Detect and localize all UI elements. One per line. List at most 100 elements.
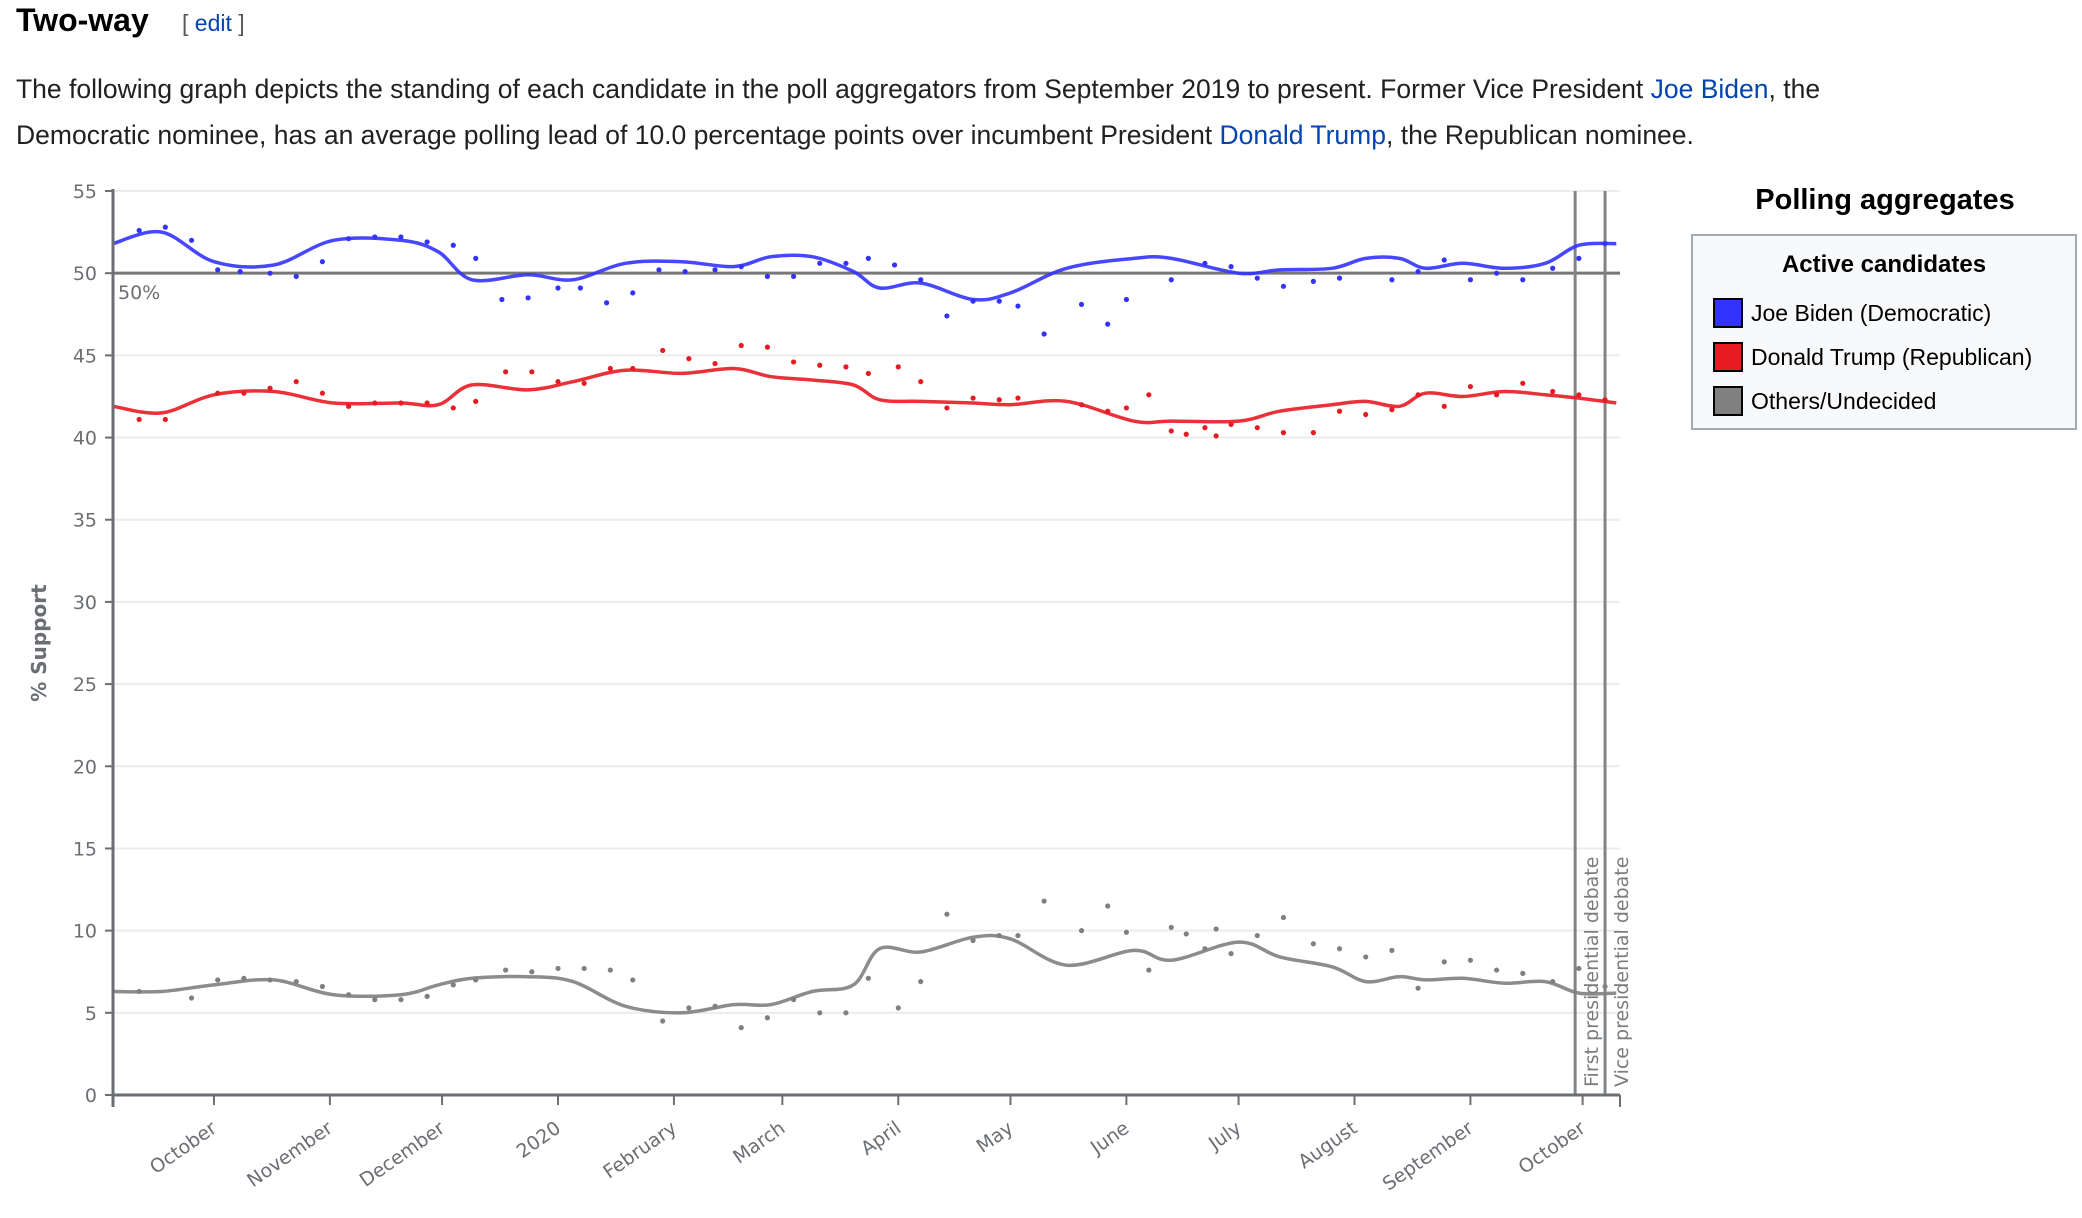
gridlines: 50% <box>113 190 1620 1014</box>
biden-swatch <box>1713 298 1743 328</box>
biden-poll-point <box>1520 277 1526 283</box>
others-poll-point <box>1146 967 1152 973</box>
biden-poll-point <box>764 273 771 280</box>
trump-poll-point <box>581 380 587 386</box>
trump-poll-point <box>555 379 561 385</box>
biden-poll-point <box>712 267 718 273</box>
others-poll-point <box>398 997 404 1003</box>
trump-poll-point <box>944 405 950 411</box>
biden-poll-point <box>656 267 662 273</box>
others-poll-point <box>1078 928 1085 934</box>
others-poll-point <box>1602 983 1608 990</box>
biden-poll-point <box>555 285 561 291</box>
legend-label: Others/Undecided <box>1751 387 1937 414</box>
trump-poll-point <box>607 365 613 372</box>
x-tick-label: December <box>356 1117 449 1192</box>
biden-poll-point <box>450 242 456 248</box>
trump-poll-point <box>1550 388 1556 395</box>
biden-poll-point <box>293 273 299 280</box>
edit-link[interactable]: edit <box>194 10 232 36</box>
trump-poll-point <box>1467 383 1474 390</box>
trump-poll-point <box>817 362 823 368</box>
biden-poll-point <box>682 268 688 275</box>
x-tick-label: November <box>243 1117 337 1192</box>
others-poll-point <box>1213 926 1219 932</box>
others-poll-point <box>764 1015 771 1021</box>
others-poll-point <box>918 978 924 985</box>
biden-poll-point <box>1123 296 1129 303</box>
trump-poll-point <box>473 398 479 404</box>
series-group <box>112 224 1617 1031</box>
others-poll-point <box>503 967 509 973</box>
others-poll-point <box>1123 929 1129 935</box>
biden-poll-point <box>891 262 898 268</box>
biden-poll-point <box>424 239 430 245</box>
x-tick-label: October <box>146 1117 221 1179</box>
trump-poll-point <box>136 416 142 423</box>
biden-poll-point <box>604 300 610 306</box>
others-poll-point <box>1441 959 1447 965</box>
legend-label: Donald Trump (Republican) <box>1751 343 2033 370</box>
trump-poll-point <box>1441 403 1447 409</box>
others-poll-point <box>372 997 378 1003</box>
y-tick-label: 30 <box>73 592 97 614</box>
trump-poll-point <box>790 359 797 365</box>
event-lines: First presidential debate Vice presidenti… <box>1573 191 1633 1095</box>
others-poll-point <box>1336 946 1343 952</box>
others-poll-point <box>895 1005 901 1011</box>
trump-poll-point <box>1310 430 1316 436</box>
biden-poll-point <box>1280 283 1287 289</box>
trump-poll-point <box>1168 428 1174 434</box>
trump-poll-point <box>1202 425 1208 431</box>
others-poll-point <box>1493 967 1500 973</box>
others-poll-point <box>1041 898 1047 904</box>
others-poll-point <box>944 911 950 917</box>
others-poll-point <box>1363 954 1369 960</box>
trump-poll-point <box>1146 392 1152 398</box>
trump-poll-point <box>686 356 692 362</box>
y-tick-label: 5 <box>85 1003 97 1025</box>
others-swatch <box>1713 386 1743 416</box>
others-poll-point <box>865 975 871 981</box>
y-tick-label: 45 <box>73 345 97 367</box>
others-poll-point <box>450 982 456 988</box>
donald-trump-link[interactable]: Donald Trump <box>1219 120 1386 150</box>
biden-series <box>112 224 1617 337</box>
trump-poll-point <box>970 395 976 401</box>
others-poll-point <box>1015 932 1021 939</box>
trump-poll-point <box>1183 431 1189 437</box>
trump-trend-line <box>112 366 1617 425</box>
intro-text: , the <box>1768 74 1821 104</box>
others-poll-point <box>1520 970 1526 976</box>
trump-poll-point <box>1389 407 1395 413</box>
others-poll-point <box>738 1025 744 1031</box>
intro-text: Democratic nominee, has an average polli… <box>16 120 1220 150</box>
biden-poll-point <box>577 285 584 291</box>
others-poll-point <box>319 983 326 990</box>
debate-label: First presidential debate <box>1581 857 1603 1087</box>
x-tick-label: October <box>1515 1117 1590 1179</box>
legend-item-others: Others/Undecided <box>1713 384 1936 418</box>
biden-poll-point <box>996 298 1002 304</box>
trump-poll-point <box>918 379 924 385</box>
biden-poll-point <box>1336 275 1343 281</box>
section-heading: Two-way <box>16 2 149 38</box>
y-tick-label: 50 <box>73 263 97 285</box>
trump-poll-point <box>843 364 849 370</box>
legend-item-trump: Donald Trump (Republican) <box>1713 340 2032 374</box>
legend-title: Polling aggregates <box>1755 184 2015 216</box>
others-poll-point <box>660 1018 666 1024</box>
trump-poll-point <box>738 342 744 349</box>
biden-poll-point <box>1415 268 1421 275</box>
others-poll-point <box>424 993 430 999</box>
biden-poll-point <box>1389 277 1395 283</box>
edit-bracket-open: [ <box>182 10 195 36</box>
others-poll-point <box>1389 947 1395 953</box>
x-tick-label: July <box>1204 1117 1245 1155</box>
biden-poll-point <box>1228 264 1234 270</box>
trump-poll-point <box>529 369 535 375</box>
biden-poll-point <box>817 260 823 266</box>
biden-poll-point <box>1254 275 1260 281</box>
y-tick-label: 15 <box>73 838 97 860</box>
joe-biden-link[interactable]: Joe Biden <box>1650 74 1769 104</box>
